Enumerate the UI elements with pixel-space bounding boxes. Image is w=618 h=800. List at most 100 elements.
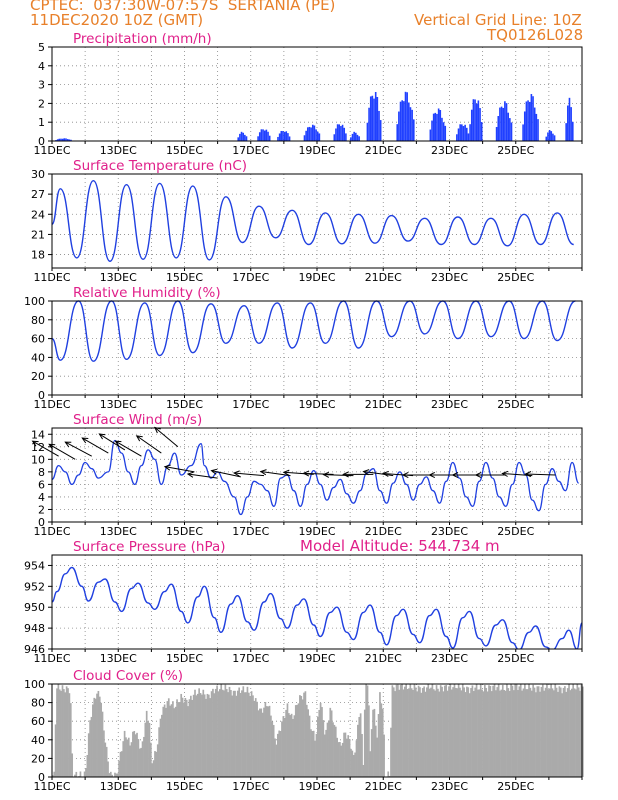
cloud-bar <box>147 720 149 777</box>
cloud-bar <box>224 684 227 777</box>
run-time-label: 11DEC2020 10Z (GMT) <box>30 11 204 29</box>
x-tick-label: 13DEC <box>100 398 137 411</box>
wind-arrow-head <box>381 470 389 477</box>
precip-bar <box>537 119 539 141</box>
cloud-bar <box>89 720 91 777</box>
cloud-bar <box>467 687 470 777</box>
cloud-bar <box>373 708 376 777</box>
cloud-bar <box>431 684 434 777</box>
cloud-bar <box>555 687 558 777</box>
precip-bar <box>510 122 513 141</box>
cloud-bar <box>202 689 205 777</box>
cloud-bar <box>159 718 162 777</box>
cloud-bar <box>484 685 486 777</box>
cloud-bar <box>185 699 188 777</box>
y-tick-label: 21 <box>31 228 45 241</box>
x-tick-label: 19DEC <box>298 271 335 284</box>
precip-bar <box>467 133 470 141</box>
precip-bar <box>379 120 382 141</box>
precip-bar <box>472 99 475 141</box>
cloud-bar <box>228 686 231 777</box>
cloud-bar <box>172 701 174 777</box>
cloud-bar <box>482 691 485 777</box>
cloud-bar <box>138 748 141 777</box>
wind-arrow-head <box>186 471 194 478</box>
cloud-bar <box>524 684 526 777</box>
wind-arrow-head <box>210 468 218 475</box>
cloud-bar <box>362 764 365 777</box>
wind-arrow-head <box>31 440 39 447</box>
panel-title: Surface Wind (m/s) <box>73 412 202 428</box>
cloud-bar <box>391 685 394 777</box>
cloud-bar <box>281 721 283 777</box>
precip-bar <box>462 126 465 141</box>
cloud-bar <box>333 724 336 777</box>
cloud-bar <box>210 691 213 777</box>
cloud-bar <box>234 690 236 777</box>
precip-bar <box>567 105 569 141</box>
cloud-bar <box>511 685 514 777</box>
precip-bar <box>480 122 483 141</box>
cloud-bar <box>479 684 482 777</box>
x-tick-label: 23DEC <box>431 780 468 793</box>
wind-arrow <box>211 470 241 478</box>
precip-bar <box>356 134 359 141</box>
cloud-bar <box>239 692 242 777</box>
panel-title: Cloud Cover (%) <box>73 668 183 684</box>
panel-title: Relative Humidity (%) <box>73 285 221 301</box>
cloud-bar <box>183 702 185 777</box>
cloud-bar <box>554 684 557 777</box>
cloud-bar <box>434 690 436 777</box>
cloud-bar <box>214 688 217 777</box>
wind-arrow <box>154 427 179 448</box>
wind-arrow <box>234 472 265 477</box>
cloud-bar <box>464 692 467 777</box>
cloud-bar <box>268 705 271 777</box>
temperature-line <box>51 179 574 263</box>
y-tick-label: 20 <box>31 752 45 765</box>
x-tick-label: 25DEC <box>497 525 534 538</box>
x-tick-label: 19DEC <box>298 398 335 411</box>
precip-bar <box>58 138 61 141</box>
x-tick-label: 13DEC <box>100 271 137 284</box>
x-tick-label: 19DEC <box>298 652 335 665</box>
cloud-bar <box>307 709 310 777</box>
cloud-bar <box>253 700 256 777</box>
cloud-bar <box>416 691 419 777</box>
cloud-bar <box>543 690 546 777</box>
precip-bar <box>258 132 261 141</box>
cloud-bar <box>69 703 72 777</box>
precip-bar <box>522 124 524 141</box>
cloud-bar <box>96 693 98 777</box>
cloud-bar <box>74 774 76 777</box>
cloud-bar <box>115 773 118 777</box>
cloud-bar <box>558 686 561 777</box>
cloud-bar <box>461 684 464 777</box>
precip-bar <box>548 129 551 141</box>
cloud-bar <box>163 704 166 777</box>
cloud-bar <box>276 733 279 777</box>
precip-bar <box>495 126 498 141</box>
cloud-bar <box>283 717 286 777</box>
cloud-bar <box>264 702 267 777</box>
x-tick-label: 17DEC <box>232 780 269 793</box>
cloud-bar <box>460 690 463 777</box>
cloud-bar <box>176 699 178 777</box>
y-tick-label: 0 <box>38 135 45 148</box>
x-tick-label: 23DEC <box>431 652 468 665</box>
cloud-bar <box>539 691 541 777</box>
cloud-bar <box>145 710 148 777</box>
cloud-bar <box>546 684 548 777</box>
x-tick-label: 15DEC <box>166 525 203 538</box>
cloud-bar <box>195 695 198 777</box>
cloud-bar <box>100 702 102 777</box>
precip-bar <box>545 136 548 141</box>
pressure-line <box>52 566 582 649</box>
cloud-bar <box>118 760 120 777</box>
cloud-bar <box>133 730 136 777</box>
precip-bar <box>244 134 246 141</box>
cloud-bar <box>550 684 552 777</box>
cloud-bar <box>439 685 442 777</box>
cloud-bar <box>254 698 257 777</box>
precip-bar <box>475 103 478 141</box>
